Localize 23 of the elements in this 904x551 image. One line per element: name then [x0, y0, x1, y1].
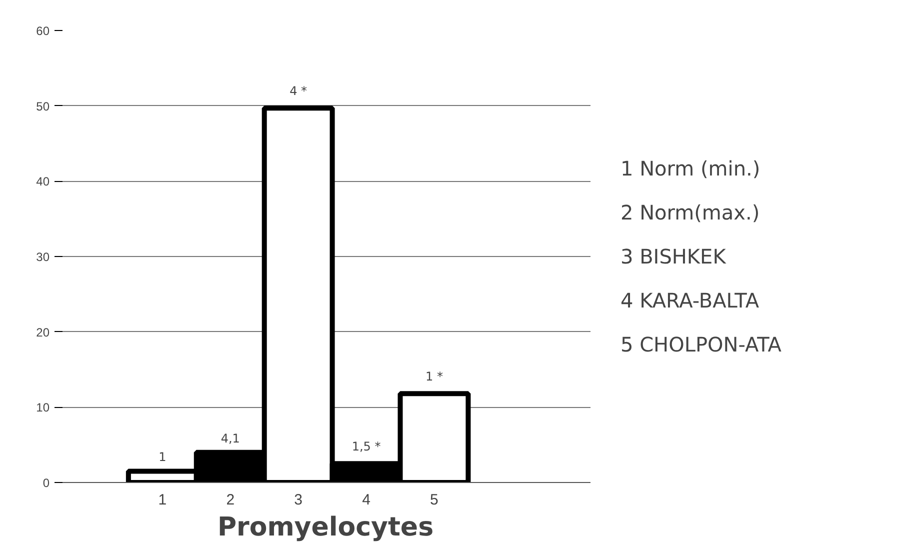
text: 1 Norm (min.): [620, 156, 760, 180]
x-tick-label: 1: [158, 492, 167, 508]
x-axis-title: Promyelocytes: [217, 512, 434, 542]
x-tick-label: 5: [430, 492, 438, 508]
text: 5 CHOLPON-ATA: [620, 332, 782, 356]
y-tick-label: 40: [36, 174, 50, 189]
y-tick-label: 20: [36, 325, 50, 340]
text: 3 BISHKEK: [620, 244, 727, 268]
y-tick-label: 50: [36, 99, 50, 114]
annotation: 1: [158, 450, 166, 464]
x-tick-label: 4: [362, 492, 370, 508]
text: 4 KARA-BALTA: [620, 288, 760, 312]
annotation: 1 *: [425, 370, 443, 384]
y-tick-label: 60: [36, 24, 50, 38]
annotation: 4 *: [290, 84, 308, 98]
x-tick-label: 3: [294, 492, 302, 508]
text: 2 Norm(max.): [620, 200, 760, 224]
annotation: 1,5 *: [352, 440, 381, 454]
y-tick-label: 30: [36, 250, 50, 264]
x-tick-label: 2: [226, 492, 235, 508]
y-tick-label: 10: [36, 400, 50, 415]
annotation: 4,1: [220, 431, 240, 446]
y-tick-label: 0: [42, 476, 50, 490]
